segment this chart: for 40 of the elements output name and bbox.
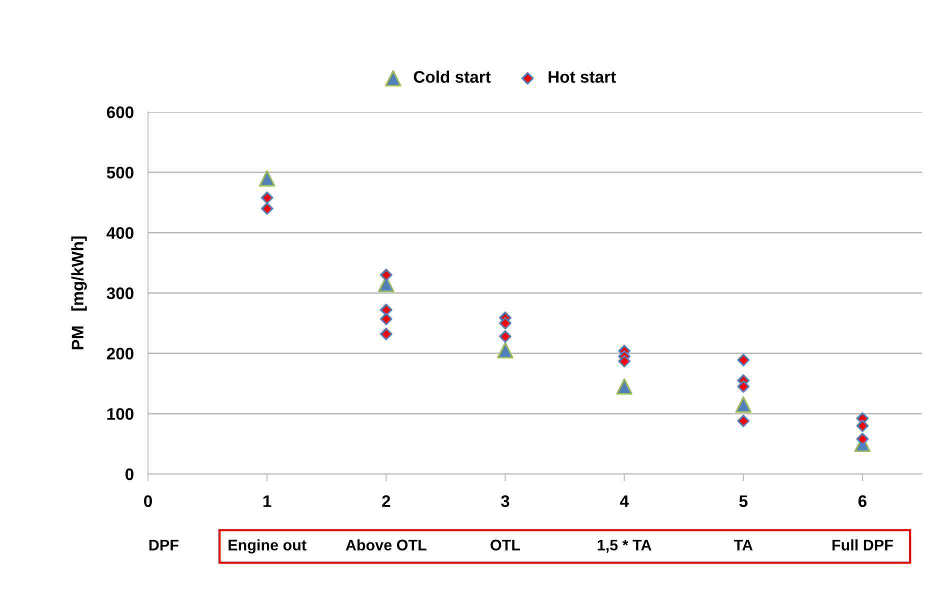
point — [737, 414, 750, 428]
x-tick-label: 3 — [500, 495, 510, 508]
point — [737, 354, 750, 366]
point — [499, 316, 512, 330]
y-tick-label: 200 — [106, 348, 134, 360]
text: Full DPF — [832, 539, 893, 550]
y-tick-label: 0 — [126, 468, 134, 480]
text: DPF — [149, 540, 178, 550]
point — [618, 354, 631, 368]
point — [380, 268, 392, 282]
x-tick-label: 2 — [382, 495, 390, 507]
point — [260, 191, 274, 204]
point — [380, 328, 392, 340]
text: OTL — [490, 540, 520, 550]
x-tick-label: 5 — [739, 495, 748, 508]
y-tick-label: 600 — [106, 106, 134, 118]
legend-label: Hot start — [548, 71, 616, 83]
y-axis-title: PM [mg/kWh] — [71, 236, 87, 350]
legend-label: Cold start — [414, 70, 491, 83]
text: Above OTL — [346, 539, 426, 550]
x-tick-label: 4 — [620, 495, 629, 507]
text: 1,5 * TA — [598, 540, 652, 553]
point — [616, 378, 632, 395]
point — [258, 170, 276, 186]
point — [497, 342, 514, 358]
x-tick-label: 0 — [144, 495, 152, 508]
point — [856, 420, 869, 432]
y-tick-label: 500 — [106, 166, 134, 179]
point — [735, 396, 752, 413]
y-tick-label: 300 — [106, 287, 134, 300]
y-tick-label: 100 — [107, 408, 134, 420]
point — [260, 202, 274, 215]
x-tick-label: 1 — [263, 495, 272, 507]
point — [499, 330, 512, 343]
point — [380, 312, 392, 326]
point — [737, 380, 750, 393]
y-tick-label: 400 — [106, 227, 134, 239]
text: Engine out — [228, 539, 306, 554]
x-tick-label: 6 — [858, 495, 866, 508]
text: TA — [734, 540, 753, 550]
